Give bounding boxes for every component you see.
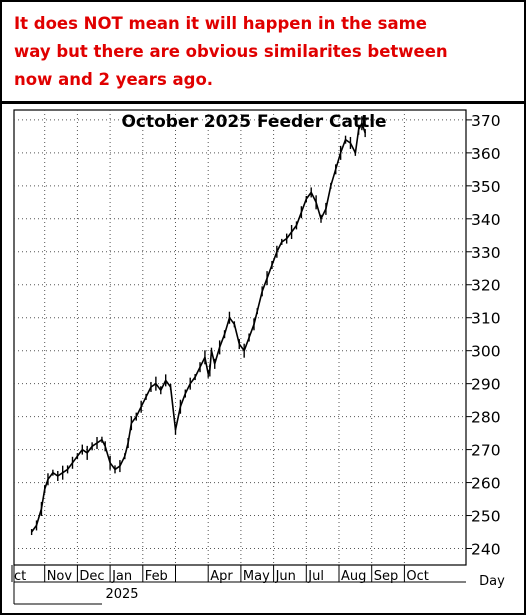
chart-title: October 2025 Feeder Cattle bbox=[121, 112, 386, 132]
price-bars bbox=[30, 116, 366, 536]
y-tick-label: 290 bbox=[471, 376, 501, 394]
y-tick-label: 270 bbox=[471, 442, 501, 460]
grid bbox=[14, 110, 466, 565]
year-label: 2025 bbox=[105, 587, 138, 602]
period-label: Day bbox=[479, 574, 505, 589]
y-tick-label: 250 bbox=[471, 508, 501, 526]
y-tick-label: 340 bbox=[471, 211, 501, 229]
y-tick-label: 360 bbox=[471, 145, 501, 163]
caption-line-2: way but there are obvious similarites be… bbox=[14, 42, 448, 61]
x-tick-label: May bbox=[243, 569, 270, 584]
x-tick-label: Jan bbox=[111, 569, 132, 584]
y-tick-label: 310 bbox=[471, 310, 501, 328]
caption-divider bbox=[2, 101, 524, 104]
x-tick-label: Aug bbox=[341, 569, 366, 584]
y-tick-label: 330 bbox=[471, 244, 501, 262]
x-axis-labels: ct Nov Dec Jan Feb Apr May Jun Jul Aug Sep Oct bbox=[14, 569, 429, 584]
x-tick-label: Feb bbox=[145, 569, 168, 584]
y-tick-label: 260 bbox=[471, 475, 501, 493]
y-tick-label: 240 bbox=[471, 541, 501, 559]
x-tick-label: Jul bbox=[307, 569, 324, 584]
x-tick-label: Oct bbox=[406, 569, 428, 584]
y-tick-label: 350 bbox=[471, 178, 501, 196]
x-tick-label: ct bbox=[14, 569, 26, 584]
x-tick-label: Jun bbox=[275, 569, 296, 584]
annotation-caption: It does NOT mean it will happen in the s… bbox=[14, 10, 519, 94]
x-tick-label: Nov bbox=[47, 569, 73, 584]
y-tick-label: 300 bbox=[471, 343, 501, 361]
caption-line-1: It does NOT mean it will happen in the s… bbox=[14, 14, 427, 33]
plot-area bbox=[13, 109, 467, 566]
price-series-line bbox=[30, 122, 366, 533]
x-tick-label: Dec bbox=[79, 569, 104, 584]
x-tick-label: Apr bbox=[210, 569, 233, 584]
y-tick-label: 370 bbox=[471, 112, 501, 130]
y-axis-labels: 240 250 260 270 280 290 300 310 320 330 340 350 360 3… bbox=[471, 112, 501, 559]
caption-line-3: now and 2 years ago. bbox=[14, 70, 214, 89]
price-chart: 240 250 260 270 280 290 300 310 320 330 340 350 360 3… bbox=[11, 109, 505, 605]
y-tick-label: 320 bbox=[471, 277, 501, 295]
axis-ticks bbox=[11, 119, 472, 582]
y-tick-label: 280 bbox=[471, 409, 501, 427]
x-tick-label: Sep bbox=[374, 569, 399, 584]
